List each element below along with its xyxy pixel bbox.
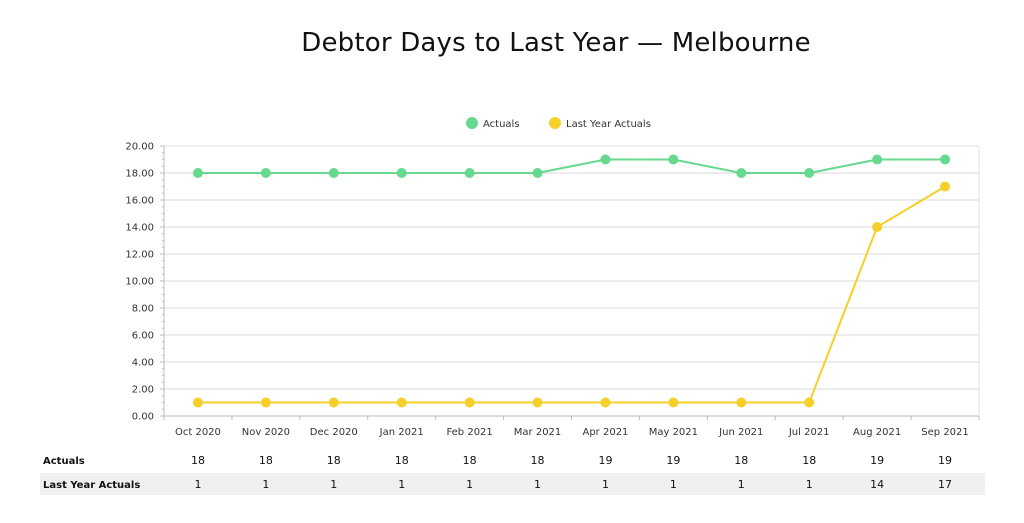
legend-label: Actuals <box>483 119 520 130</box>
x-tick-label: Jun 2021 <box>718 427 763 438</box>
x-tick-label: Aug 2021 <box>853 427 901 438</box>
x-tick-label: Nov 2020 <box>242 427 290 438</box>
y-tick-label: 4.00 <box>132 358 154 369</box>
x-tick-label: Apr 2021 <box>582 427 628 438</box>
data-point <box>940 181 951 192</box>
table-cell: 1 <box>194 478 201 491</box>
table-cell: 18 <box>463 454 477 467</box>
data-point <box>736 168 747 178</box>
data-point <box>736 397 747 408</box>
table-cell: 19 <box>598 454 612 467</box>
data-point <box>192 168 203 178</box>
x-tick-label: Oct 2020 <box>175 427 221 438</box>
table-cell: 19 <box>870 454 884 467</box>
data-point <box>532 397 543 408</box>
data-point <box>328 397 339 408</box>
axes <box>160 145 980 420</box>
x-tick-label: Sep 2021 <box>921 427 968 438</box>
data-table: Actuals 18 18 18 18 18 18 19 19 18 18 19 19 Last Year… <box>40 454 985 495</box>
y-tick-label: 8.00 <box>132 304 154 315</box>
x-tick-label: Dec 2020 <box>310 427 358 438</box>
legend-marker <box>549 117 561 129</box>
y-tick-label: 16.00 <box>125 196 154 207</box>
y-axis-ticks: 0.00 2.00 4.00 6.00 8.00 10.00 12.00 14.00 16.00… <box>125 142 154 423</box>
data-point <box>600 397 611 408</box>
data-point <box>532 168 543 178</box>
data-point <box>260 397 271 408</box>
table-cell: 17 <box>938 478 952 491</box>
y-tick-label: 6.00 <box>132 331 154 342</box>
data-point <box>328 168 339 178</box>
table-cell: 1 <box>398 478 405 491</box>
table-cell: 14 <box>870 478 884 491</box>
table-cell: 1 <box>262 478 269 491</box>
data-point <box>600 154 611 165</box>
data-point <box>804 168 815 178</box>
table-row-label: Last Year Actuals <box>43 480 140 491</box>
table-row-background <box>40 473 985 495</box>
y-tick-label: 18.00 <box>125 169 154 180</box>
data-point <box>260 168 271 178</box>
table-cell: 1 <box>806 478 813 491</box>
x-tick-label: Feb 2021 <box>446 427 492 438</box>
y-tick-label: 20.00 <box>125 142 154 153</box>
table-row-label: Actuals <box>43 456 85 467</box>
data-point <box>396 168 407 178</box>
x-axis-ticks: Oct 2020 Nov 2020 Dec 2020 Jan 2021 Feb 2021… <box>175 427 969 438</box>
table-cell: 19 <box>938 454 952 467</box>
data-point <box>872 154 883 165</box>
data-point <box>940 154 951 165</box>
legend: Actuals Last Year Actuals <box>466 117 651 130</box>
series-line <box>197 158 946 174</box>
data-point <box>464 397 475 408</box>
y-tick-label: 0.00 <box>132 412 154 423</box>
table-cell: 1 <box>738 478 745 491</box>
table-cell: 1 <box>670 478 677 491</box>
table-cell: 18 <box>531 454 545 467</box>
table-cell: 18 <box>259 454 273 467</box>
x-tick-label: Mar 2021 <box>514 427 562 438</box>
table-cell: 18 <box>191 454 205 467</box>
y-tick-label: 2.00 <box>132 385 154 396</box>
data-point <box>192 397 203 408</box>
y-tick-label: 10.00 <box>125 277 154 288</box>
series-layer <box>192 154 951 408</box>
legend-marker <box>466 117 478 129</box>
x-tick-label: Jan 2021 <box>379 427 424 438</box>
y-tick-label: 14.00 <box>125 223 154 234</box>
series-line <box>197 185 946 404</box>
x-tick-label: May 2021 <box>649 427 698 438</box>
table-cell: 18 <box>802 454 816 467</box>
table-cell: 1 <box>330 478 337 491</box>
table-cell: 1 <box>602 478 609 491</box>
data-point <box>668 154 679 165</box>
table-cell: 18 <box>395 454 409 467</box>
y-tick-label: 12.00 <box>125 250 154 261</box>
data-point <box>396 397 407 408</box>
data-point <box>464 168 475 178</box>
data-point <box>668 397 679 408</box>
table-cell: 18 <box>734 454 748 467</box>
table-cell: 19 <box>666 454 680 467</box>
table-cell: 18 <box>327 454 341 467</box>
x-tick-label: Jul 2021 <box>788 427 830 438</box>
legend-label: Last Year Actuals <box>566 119 651 130</box>
table-cell: 1 <box>534 478 541 491</box>
chart-title: Debtor Days to Last Year — Melbourne <box>301 28 811 58</box>
data-point <box>804 397 815 408</box>
data-point <box>872 222 883 232</box>
table-cell: 1 <box>466 478 473 491</box>
